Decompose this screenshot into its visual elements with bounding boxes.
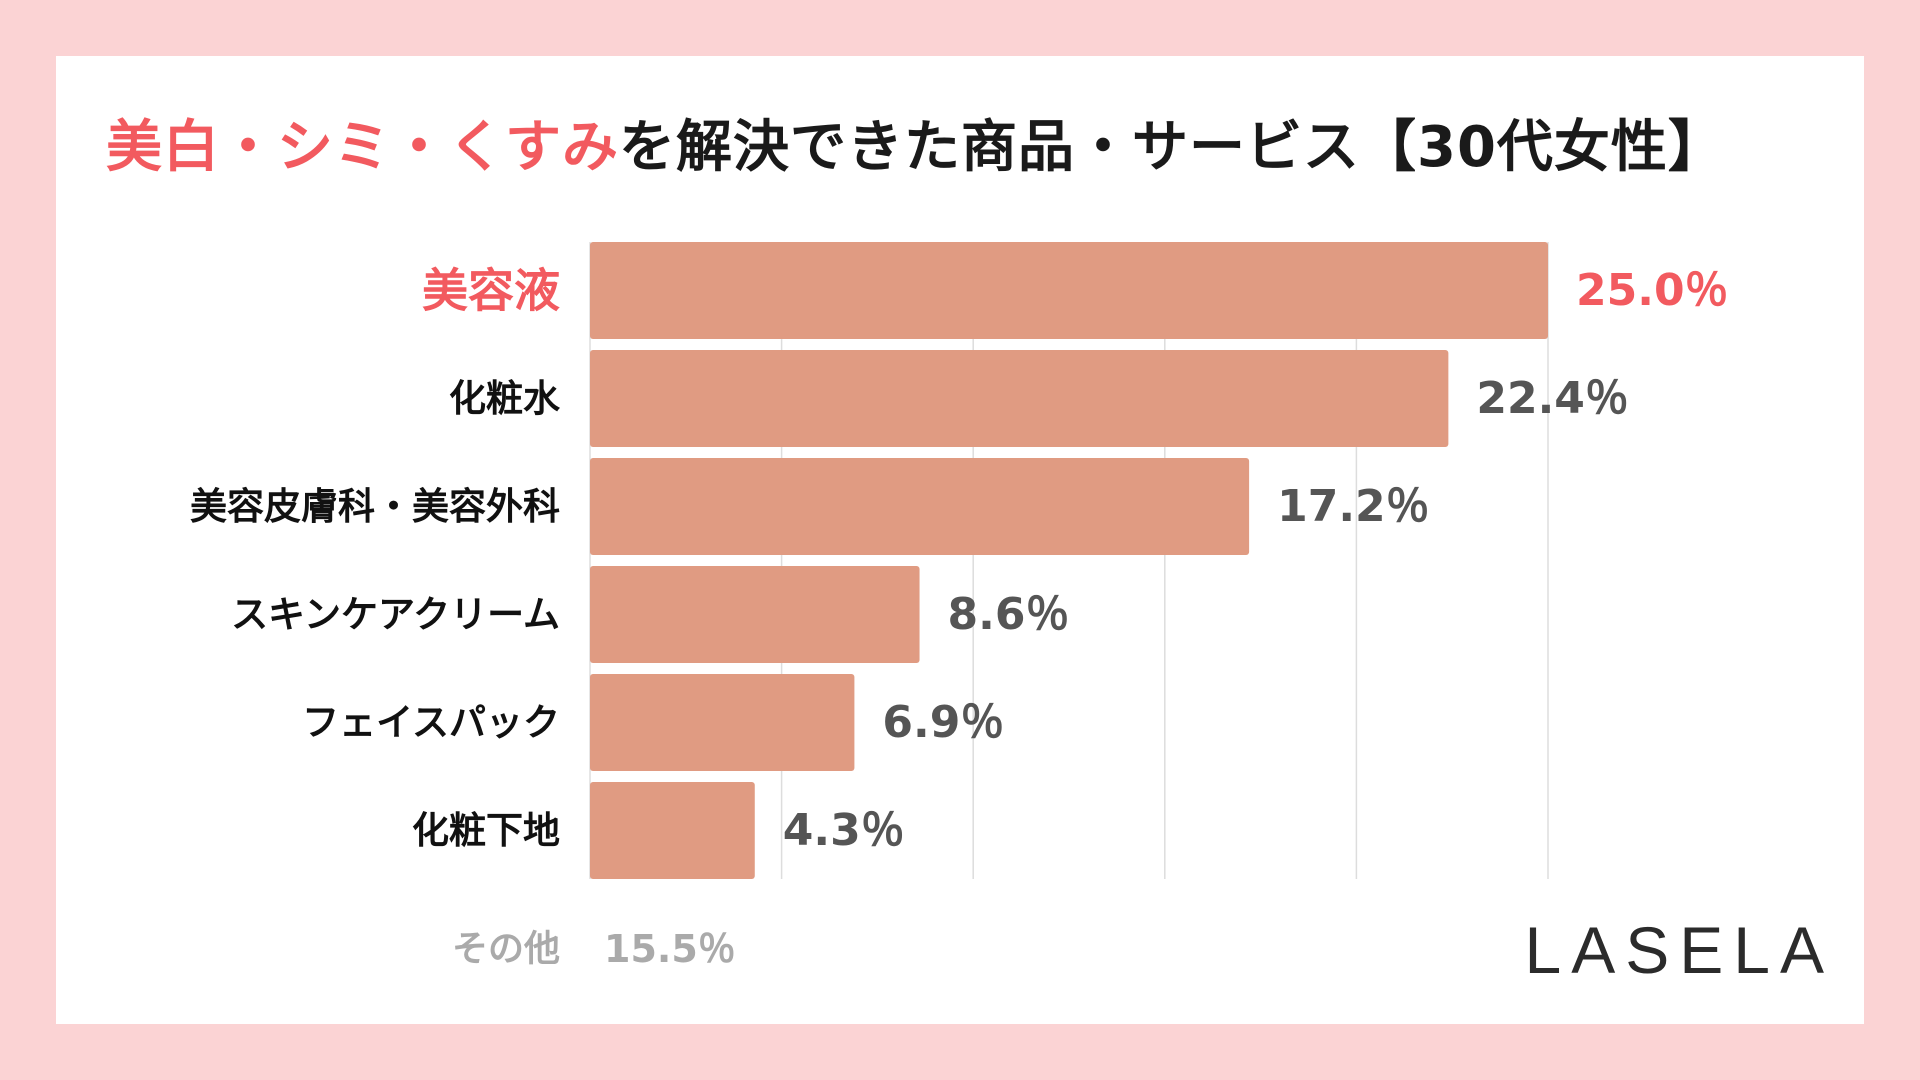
category-label: 化粧水 (449, 377, 561, 420)
chart-title: 美白・シミ・くすみを解決できた商品・サービス【30代女性】 (106, 102, 1725, 183)
bar (590, 566, 920, 663)
category-label: フェイスパック (302, 701, 560, 744)
category-label: 美容液 (422, 264, 560, 318)
other-label: その他 (452, 929, 560, 970)
bar (590, 674, 855, 771)
category-label: 美容皮膚科・美容外科 (190, 485, 560, 528)
bar (590, 782, 755, 879)
category-label: 化粧下地 (412, 809, 560, 852)
value-label: 8.6％ (948, 589, 1070, 640)
chart-card: 美白・シミ・くすみを解決できた商品・サービス【30代女性】 美容液 25.0％ 化粧… (56, 56, 1864, 1024)
value-label: 22.4％ (1476, 373, 1629, 424)
bar (590, 242, 1548, 339)
title-highlight: 美白・シミ・くすみ (106, 115, 619, 180)
value-label: 25.0％ (1576, 265, 1729, 316)
bar-chart: 美容液 25.0％ 化粧水 22.4％ 美容皮膚科・美容外科 17.2％ スキンケアクリーム… (190, 242, 1729, 971)
bar (590, 458, 1250, 555)
bar (590, 350, 1449, 447)
value-label: 6.9％ (882, 697, 1004, 748)
brand-logo: LASELA (1524, 913, 1834, 987)
other-value-label: 15.5％ (604, 927, 736, 971)
value-label: 4.3％ (783, 805, 905, 856)
value-label: 17.2％ (1277, 481, 1430, 532)
category-label: スキンケアクリーム (231, 593, 560, 636)
title-rest: を解決できた商品・サービス【30代女性】 (619, 115, 1725, 180)
